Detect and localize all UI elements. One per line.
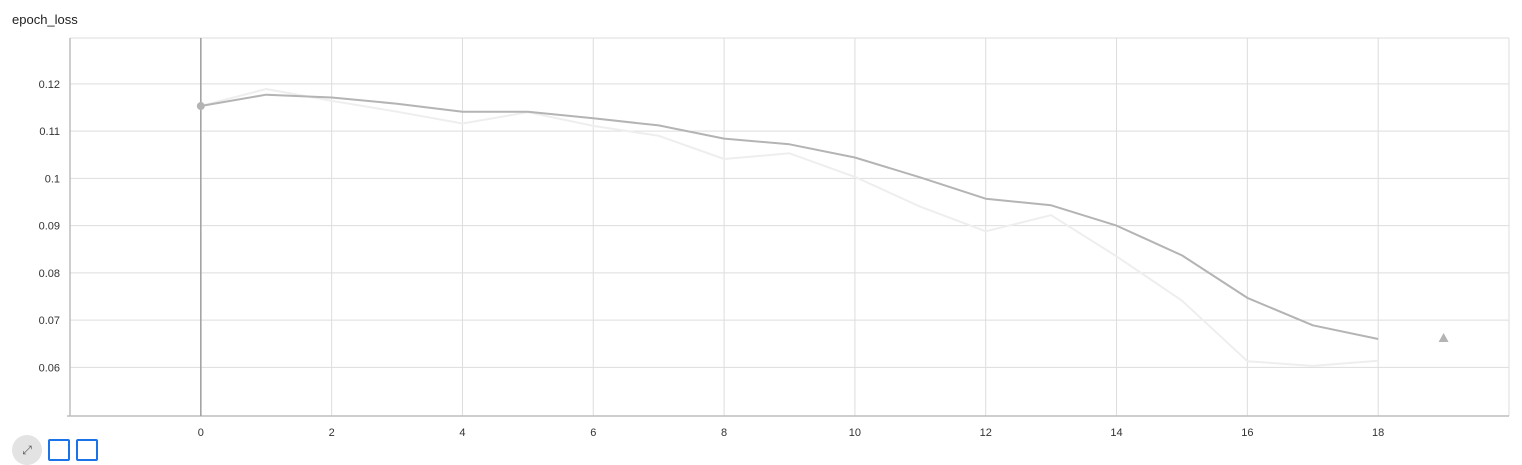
axes [67,38,1509,417]
x-tick-label: 6 [590,427,596,439]
chart-title: epoch_loss [12,12,78,27]
x-tick-label: 14 [1110,427,1122,439]
fit-domain-button[interactable] [76,439,98,461]
y-tick-label: 0.11 [39,126,60,138]
y-tick-label: 0.06 [39,362,60,374]
x-tick-label: 2 [329,427,335,439]
x-tick-label: 0 [198,427,204,439]
y-tick-label: 0.12 [39,79,60,91]
y-tick-label: 0.08 [39,268,60,280]
x-tick-label: 10 [849,427,861,439]
expand-icon: ⤢ [22,442,32,457]
x-tick-label: 8 [721,427,727,439]
end-marker [1438,333,1449,343]
x-tick-label: 4 [459,427,465,439]
chart-toolbar: ⤢ [12,435,98,465]
series-line-smoothed [200,93,1379,340]
series-line-raw [200,88,1379,367]
x-tick-label: 12 [980,427,992,439]
tick-labels: 0.06 0.07 0.08 0.09 0.1 0.11 0.12 0 2 4 6 8 10 12 14 16… [39,79,1385,439]
y-tick-label: 0.09 [39,221,60,233]
x-tick-label: 18 [1372,427,1384,439]
fullscreen-button[interactable]: ⤢ [12,435,42,465]
markers-group [196,102,1449,343]
x-tick-label: 16 [1241,427,1253,439]
series-group [200,88,1379,367]
log-scale-toggle[interactable] [48,439,70,461]
chart-plot: 0.06 0.07 0.08 0.09 0.1 0.11 0.12 0 2 4 6 8 10 12 14 16… [39,37,1510,439]
start-marker [196,102,205,111]
y-tick-label: 0.07 [39,315,60,327]
y-tick-label: 0.1 [45,173,60,185]
